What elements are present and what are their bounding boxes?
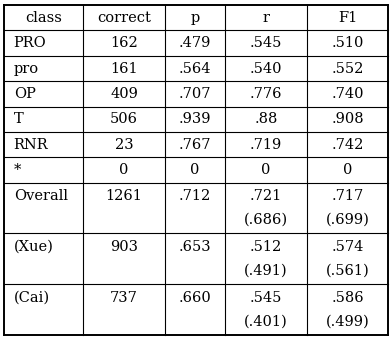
Text: .88: .88 (254, 112, 278, 126)
Text: .540: .540 (250, 62, 282, 75)
Text: 0: 0 (261, 163, 271, 177)
Text: .707: .707 (179, 87, 211, 101)
Text: .712: .712 (179, 189, 211, 203)
Text: correct: correct (97, 11, 151, 25)
Text: T: T (14, 112, 24, 126)
Text: .586: .586 (331, 291, 364, 305)
Text: pro: pro (14, 62, 39, 75)
Text: .545: .545 (250, 291, 282, 305)
Text: .939: .939 (179, 112, 211, 126)
Text: p: p (191, 11, 200, 25)
Text: .719: .719 (250, 138, 282, 152)
Text: (.499): (.499) (326, 314, 370, 328)
Text: .552: .552 (332, 62, 364, 75)
Text: (.561): (.561) (326, 264, 370, 277)
Text: 0: 0 (191, 163, 200, 177)
Text: *: * (14, 163, 21, 177)
Text: .564: .564 (179, 62, 211, 75)
Text: .660: .660 (179, 291, 211, 305)
Text: (Cai): (Cai) (14, 291, 50, 305)
Text: .721: .721 (250, 189, 282, 203)
Text: 506: 506 (110, 112, 138, 126)
Text: F1: F1 (338, 11, 358, 25)
Text: Overall: Overall (14, 189, 68, 203)
Text: (.401): (.401) (244, 314, 288, 328)
Text: 409: 409 (110, 87, 138, 101)
Text: (Xue): (Xue) (14, 240, 54, 254)
Text: (.686): (.686) (244, 213, 288, 227)
Text: PRO: PRO (14, 36, 47, 50)
Text: 162: 162 (110, 36, 138, 50)
Text: .717: .717 (332, 189, 364, 203)
Text: .545: .545 (250, 36, 282, 50)
Text: 737: 737 (110, 291, 138, 305)
Text: .510: .510 (332, 36, 364, 50)
Text: 0: 0 (343, 163, 352, 177)
Text: .512: .512 (250, 240, 282, 254)
Text: r: r (263, 11, 270, 25)
Text: 23: 23 (114, 138, 133, 152)
Text: (.491): (.491) (244, 264, 288, 277)
Text: 903: 903 (110, 240, 138, 254)
Text: 161: 161 (110, 62, 138, 75)
Text: 0: 0 (119, 163, 129, 177)
Text: .653: .653 (179, 240, 211, 254)
Text: (.699): (.699) (326, 213, 370, 227)
Text: .574: .574 (332, 240, 364, 254)
Text: class: class (25, 11, 62, 25)
Text: .776: .776 (250, 87, 282, 101)
Text: .479: .479 (179, 36, 211, 50)
Text: .767: .767 (179, 138, 211, 152)
Text: RNR: RNR (14, 138, 48, 152)
Text: .908: .908 (331, 112, 364, 126)
Text: OP: OP (14, 87, 36, 101)
Text: .740: .740 (332, 87, 364, 101)
Text: .742: .742 (332, 138, 364, 152)
Text: 1261: 1261 (105, 189, 142, 203)
